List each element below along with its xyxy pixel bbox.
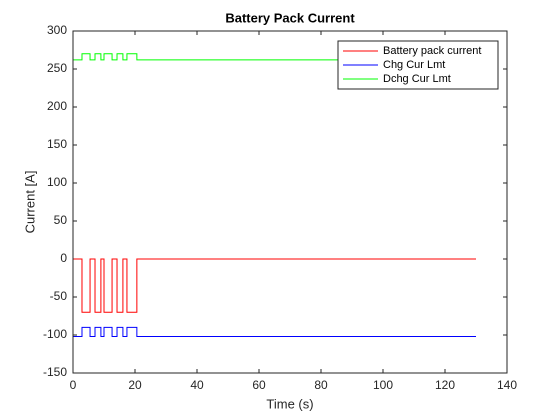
y-tick-label: -50	[50, 289, 68, 303]
x-tick-label: 120	[435, 378, 455, 392]
series-line	[73, 258, 476, 313]
legend-label: Chg Cur Lmt	[383, 59, 445, 71]
x-tick-label: 100	[373, 378, 393, 392]
x-tick-label: 80	[314, 378, 328, 392]
y-tick-label: 250	[47, 61, 67, 75]
y-tick-label: 100	[47, 175, 67, 189]
legend-label: Battery pack current	[383, 45, 481, 57]
x-tick-label: 20	[128, 378, 142, 392]
x-tick-label: 0	[70, 378, 77, 392]
series-line	[73, 53, 476, 61]
y-tick-label: 0	[60, 251, 67, 265]
series-line	[73, 326, 476, 338]
y-tick-label: 150	[47, 137, 67, 151]
y-axis-label: Current [A]	[22, 171, 37, 234]
legend-label: Dchg Cur Lmt	[383, 73, 451, 85]
y-tick-label: 300	[47, 23, 67, 37]
x-tick-label: 140	[497, 378, 517, 392]
axes-box	[72, 30, 508, 374]
chart-title: Battery Pack Current	[225, 10, 355, 25]
y-tick-label: 50	[54, 213, 68, 227]
y-tick-label: 200	[47, 99, 67, 113]
x-tick-label: 40	[190, 378, 204, 392]
x-axis-label: Time (s)	[266, 396, 313, 411]
y-tick-label: -100	[43, 327, 67, 341]
y-tick-label: -150	[43, 365, 67, 379]
x-tick-label: 60	[252, 378, 266, 392]
